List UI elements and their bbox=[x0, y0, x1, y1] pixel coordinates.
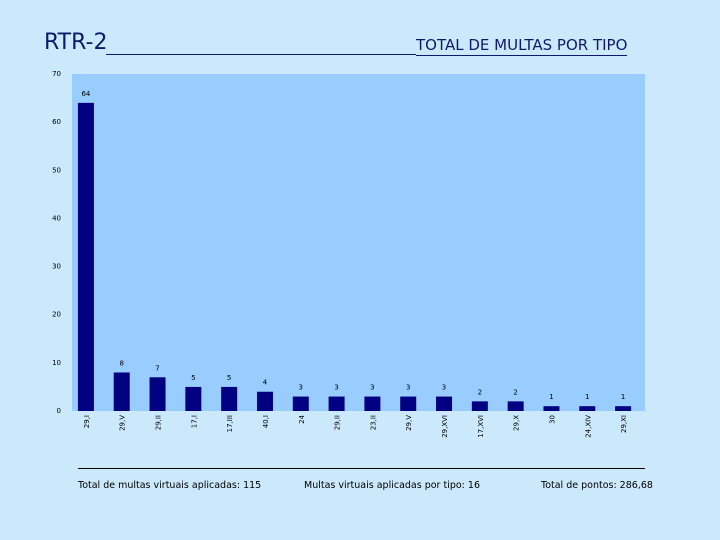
bar-4 bbox=[221, 386, 238, 411]
x-tick-label-12: 29,X bbox=[513, 415, 521, 431]
x-tick-label-2: 29,II bbox=[155, 415, 163, 430]
x-tick-label-5: 40,I bbox=[262, 415, 270, 428]
value-label-8: 3 bbox=[370, 384, 374, 392]
x-tick-label-9: 29,V bbox=[405, 415, 413, 431]
x-tick-label-11: 17,XVI bbox=[477, 415, 485, 438]
value-label-15: 1 bbox=[621, 393, 625, 401]
chart-title: TOTAL DE MULTAS POR TIPO bbox=[416, 36, 628, 56]
y-tick-label-7: 70 bbox=[52, 70, 61, 78]
bar-13 bbox=[543, 406, 560, 411]
value-label-12: 2 bbox=[513, 388, 517, 396]
bar-7 bbox=[328, 396, 345, 411]
y-tick-label-5: 50 bbox=[52, 166, 61, 174]
value-label-9: 3 bbox=[406, 384, 410, 392]
y-tick-label-0: 0 bbox=[57, 407, 61, 415]
page-code: RTR-2 bbox=[44, 30, 108, 55]
x-tick-label-10: 29,XVI bbox=[441, 415, 449, 438]
x-tick-label-3: 17,I bbox=[190, 415, 198, 428]
bar-0 bbox=[77, 102, 94, 411]
x-tick-label-0: 29,I bbox=[83, 415, 91, 428]
y-tick-label-6: 60 bbox=[52, 118, 61, 126]
value-label-14: 1 bbox=[585, 393, 589, 401]
bar-14 bbox=[579, 406, 596, 411]
bar-6 bbox=[292, 396, 309, 411]
value-label-7: 3 bbox=[334, 384, 338, 392]
bar-1 bbox=[113, 372, 130, 411]
x-tick-label-15: 29,XI bbox=[620, 415, 628, 433]
y-tick-label-2: 20 bbox=[52, 311, 61, 319]
y-tick-label-1: 10 bbox=[52, 359, 61, 367]
value-label-10: 3 bbox=[442, 384, 446, 392]
bar-15 bbox=[615, 406, 632, 411]
bar-3 bbox=[185, 386, 202, 411]
value-label-4: 5 bbox=[227, 374, 231, 382]
x-tick-label-14: 24,XIV bbox=[584, 415, 592, 438]
value-label-1: 8 bbox=[119, 359, 123, 367]
value-label-2: 7 bbox=[155, 364, 159, 372]
total-fines-label: Total de multas virtuais aplicadas: 115 bbox=[78, 480, 262, 491]
plot-area bbox=[72, 74, 645, 411]
value-label-13: 1 bbox=[549, 393, 553, 401]
value-label-0: 64 bbox=[81, 90, 90, 98]
y-tick-label-4: 40 bbox=[52, 214, 61, 222]
bar-9 bbox=[400, 396, 417, 411]
x-tick-label-7: 29,II bbox=[334, 415, 342, 430]
x-tick-label-4: 17,III bbox=[226, 415, 234, 432]
bar-2 bbox=[149, 377, 166, 411]
x-tick-label-6: 24 bbox=[298, 414, 306, 423]
fines-by-type-label: Multas virtuais aplicadas por tipo: 16 bbox=[304, 480, 480, 491]
header-underline bbox=[106, 54, 416, 55]
footer-divider bbox=[78, 468, 645, 469]
y-tick-label-3: 30 bbox=[52, 263, 61, 271]
x-tick-label-1: 29,V bbox=[119, 415, 127, 431]
x-tick-label-8: 23,II bbox=[369, 415, 377, 430]
value-label-6: 3 bbox=[299, 384, 303, 392]
bar-8 bbox=[364, 396, 381, 411]
bar-12 bbox=[507, 401, 524, 411]
x-tick-label-13: 30 bbox=[548, 415, 556, 424]
value-label-5: 4 bbox=[263, 379, 268, 387]
value-label-11: 2 bbox=[478, 388, 482, 396]
bar-11 bbox=[471, 401, 488, 411]
total-points-label: Total de pontos: 286,68 bbox=[541, 480, 653, 491]
bar-5 bbox=[256, 391, 273, 411]
bar-10 bbox=[436, 396, 453, 411]
value-label-3: 5 bbox=[191, 374, 195, 382]
